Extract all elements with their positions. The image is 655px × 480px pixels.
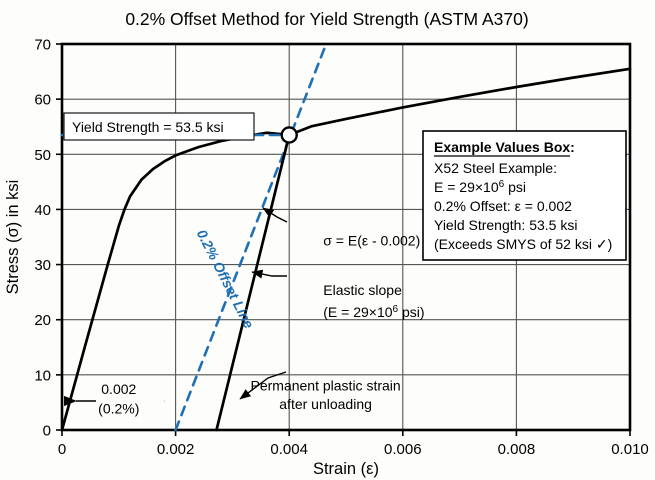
y-tick-label: 30	[34, 257, 51, 274]
example-values-box: Example Values Box: X52 Steel Example: E…	[422, 130, 627, 261]
example-values-box-title: Example Values Box:	[434, 139, 575, 155]
yield-point-marker	[280, 126, 298, 144]
y-tick-label: 10	[34, 367, 51, 384]
yield-strength-callout: Yield Strength = 53.5 ksi	[63, 112, 255, 141]
example-values-line-0: X52 Steel Example:	[434, 160, 557, 176]
example-values-line-1: E = 29×106 psi	[434, 179, 526, 196]
series-2	[215, 133, 291, 432]
offset-dimension-text-bg	[96, 384, 164, 420]
y-tick-label: 40	[34, 202, 51, 219]
series-1	[174, 42, 328, 432]
y-axis-ticks: 0 10 20 30 40 50 60 70	[34, 37, 62, 440]
plot-frame	[60, 42, 632, 432]
yield-strength-callout-label: Yield Strength = 53.5 ksi	[72, 119, 224, 135]
annotation-leaders	[64, 207, 288, 420]
x-tick-label: 0.008	[498, 441, 536, 458]
x-axis-ticks: 0 0.002 0.004 0.006 0.008 0.010	[58, 430, 649, 458]
x-tick-label: 0.002	[157, 441, 195, 458]
y-tick-label: 50	[34, 147, 51, 164]
chart-title: 0.2% Offset Method for Yield Strength (A…	[125, 9, 528, 29]
x-tick-label: 0	[58, 441, 66, 458]
yield-strength-callout-frame	[63, 112, 255, 141]
series-0	[60, 67, 632, 432]
elastic-slope-label-line2: (E = 29×106 psi)	[323, 303, 424, 320]
y-tick-label: 20	[34, 312, 51, 329]
x-tick-label: 0.010	[611, 441, 649, 458]
elastic-slope-label-line1: Elastic slope	[323, 282, 402, 298]
permanent-strain-label-line2: after unloading	[279, 396, 372, 412]
permanent-strain-label-line1: Permanent plastic strain	[251, 377, 401, 393]
y-tick-label: 60	[34, 92, 51, 109]
example-values-line-2: 0.2% Offset: ε = 0.002	[434, 198, 572, 214]
sigma-equation-label: σ = E(ε - 0.002)	[323, 232, 420, 248]
offset-dimension-label-line1: 0.002	[101, 381, 136, 397]
example-values-box-frame	[422, 130, 627, 261]
x-tick-label: 0.004	[270, 441, 308, 458]
data-markers-group	[280, 126, 298, 144]
x-axis-label: Strain (ε)	[313, 460, 379, 478]
x-tick-label: 0.006	[384, 441, 422, 458]
permanent-strain-leader	[239, 371, 287, 400]
y-axis-label: Stress (σ) in ksi	[4, 180, 22, 295]
y-tick-label: 70	[34, 37, 51, 54]
example-values-line-4: (Exceeds SMYS of 52 ksi ✓)	[434, 236, 612, 252]
elastic-slope-leader	[251, 269, 287, 279]
example-values-line-3: Yield Strength: 53.5 ksi	[434, 217, 577, 233]
y-tick-label: 0	[43, 423, 51, 440]
offset-dimension-label-line2: (0.2%)	[98, 400, 139, 416]
sigma-equation-leader	[262, 207, 288, 223]
